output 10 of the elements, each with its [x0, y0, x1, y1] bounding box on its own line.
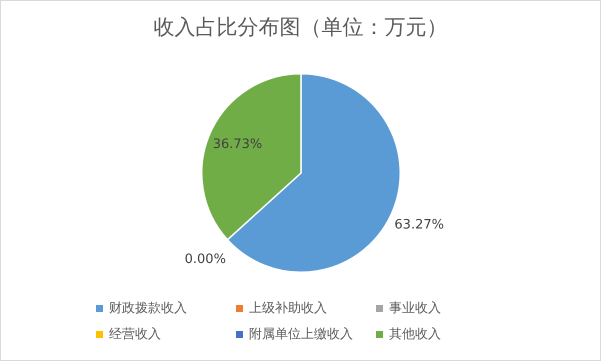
- data-label: 63.27%: [394, 218, 444, 233]
- chart-title: 收入占比分布图（单位：万元）: [152, 14, 448, 41]
- text: 0.00%: [184, 252, 226, 268]
- legend-label: 事业收入: [389, 300, 441, 317]
- legend-label: 财政拨款收入: [109, 300, 187, 317]
- legend-label: 上级补助收入: [249, 300, 327, 317]
- data-label: 36.73%: [212, 137, 262, 152]
- legend-label: 附属单位上缴收入: [249, 326, 353, 343]
- legend-label: 其他收入: [389, 326, 441, 343]
- legend-label: 经营收入: [109, 326, 161, 343]
